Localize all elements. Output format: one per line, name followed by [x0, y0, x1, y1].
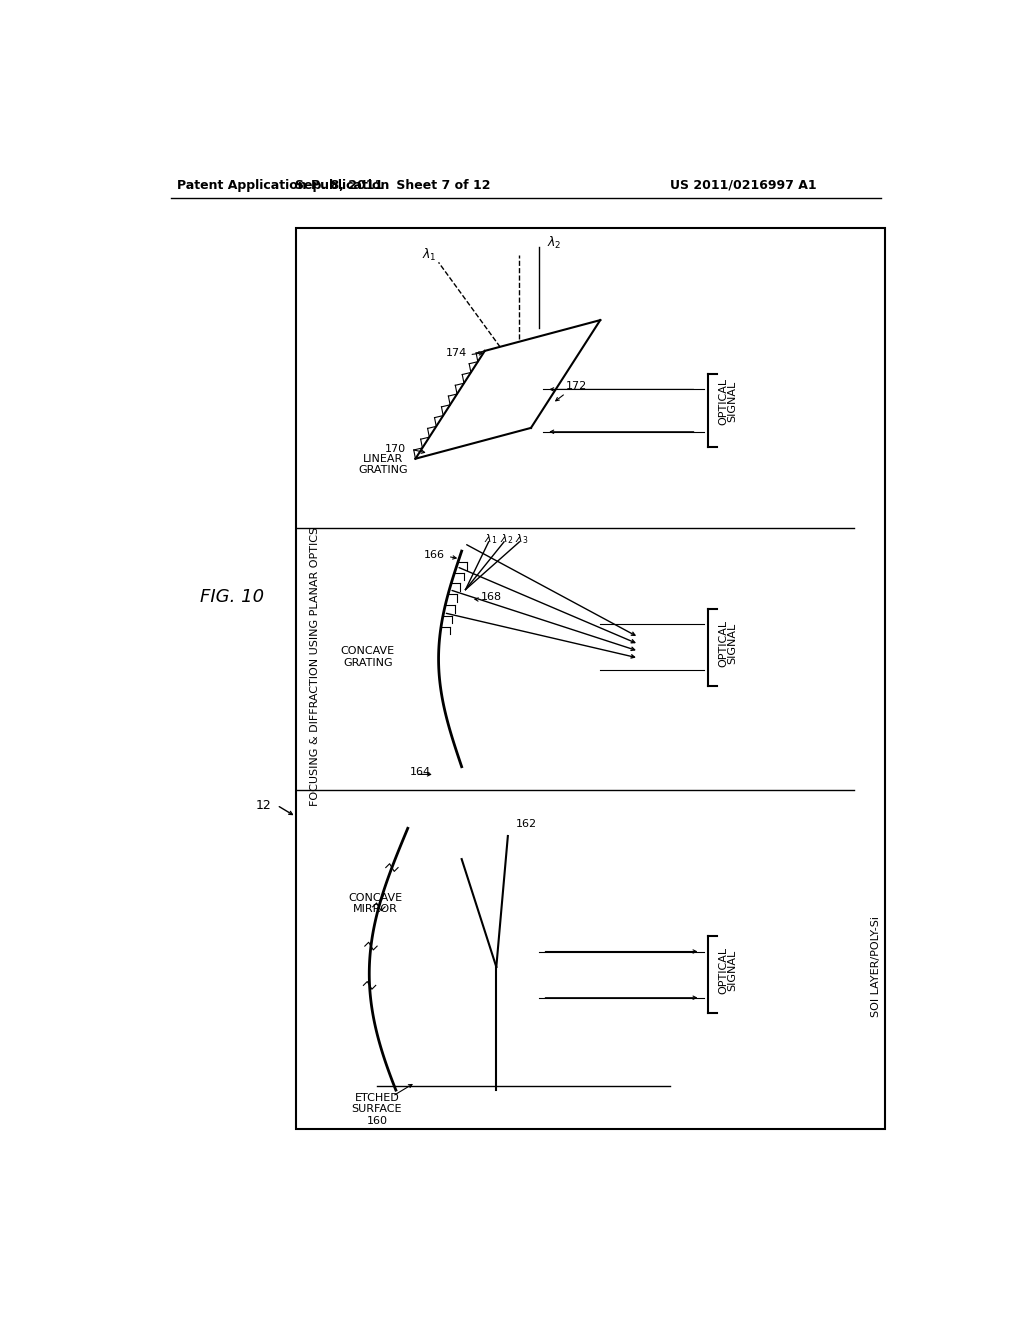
Text: 172: 172 — [565, 380, 587, 391]
Text: GRATING: GRATING — [358, 465, 408, 475]
Text: Sep. 8, 2011   Sheet 7 of 12: Sep. 8, 2011 Sheet 7 of 12 — [295, 178, 490, 191]
Text: $\lambda_3$: $\lambda_3$ — [515, 533, 528, 546]
Text: $\lambda_2$: $\lambda_2$ — [547, 235, 561, 251]
Text: SIGNAL: SIGNAL — [728, 380, 737, 421]
Text: GRATING: GRATING — [343, 657, 392, 668]
Text: FOCUSING & DIFFRACTION USING PLANAR OPTICS: FOCUSING & DIFFRACTION USING PLANAR OPTI… — [310, 527, 321, 807]
Text: SURFACE: SURFACE — [351, 1105, 402, 1114]
Text: 162: 162 — [515, 820, 537, 829]
Text: 12: 12 — [256, 799, 271, 812]
Text: 164: 164 — [410, 767, 431, 777]
Text: SIGNAL: SIGNAL — [728, 950, 737, 991]
Text: $\lambda_2$: $\lambda_2$ — [500, 533, 513, 546]
Text: 166: 166 — [424, 550, 444, 560]
Text: FIG. 10: FIG. 10 — [200, 589, 264, 606]
Text: ETCHED: ETCHED — [354, 1093, 399, 1102]
Text: MIRROR: MIRROR — [353, 904, 398, 915]
Text: 174: 174 — [445, 348, 467, 358]
Text: 170: 170 — [385, 444, 407, 454]
Text: OPTICAL: OPTICAL — [719, 948, 728, 994]
Text: 160: 160 — [367, 1115, 387, 1126]
Text: SIGNAL: SIGNAL — [728, 623, 737, 664]
Text: 168: 168 — [481, 593, 502, 602]
Text: OPTICAL: OPTICAL — [719, 378, 728, 425]
Text: Patent Application Publication: Patent Application Publication — [177, 178, 389, 191]
Text: LINEAR: LINEAR — [362, 454, 403, 463]
Text: US 2011/0216997 A1: US 2011/0216997 A1 — [670, 178, 816, 191]
Text: CONCAVE: CONCAVE — [348, 892, 402, 903]
Text: OPTICAL: OPTICAL — [719, 620, 728, 667]
Text: $\lambda_1$: $\lambda_1$ — [422, 247, 436, 263]
Text: SOI LAYER/POLY-Si: SOI LAYER/POLY-Si — [871, 916, 881, 1018]
Bar — [296, 228, 885, 1129]
Text: $\lambda_1$: $\lambda_1$ — [484, 533, 498, 546]
Text: CONCAVE: CONCAVE — [341, 647, 395, 656]
